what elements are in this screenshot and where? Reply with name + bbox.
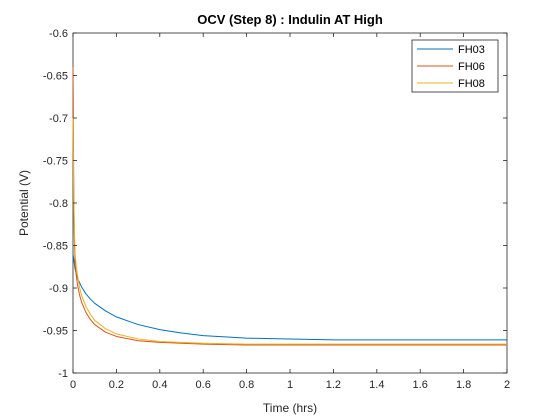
x-tick-label: 0.6 [196,379,211,391]
y-tick-label: -0.75 [43,156,68,168]
series-line-fh08 [72,117,507,345]
y-axis-ticks: -0.6 -0.65 -0.7 -0.75 -0.8 -0.85 -0.9 -0.95 -1 [43,28,507,380]
x-tick-label: 0.8 [239,379,254,391]
x-tick-label: 1.2 [326,379,341,391]
x-tick-label: 0 [70,379,76,391]
y-tick-label: -0.7 [49,113,68,125]
y-axis-label: Potential (V) [17,170,31,236]
y-tick-label: -0.65 [43,71,68,83]
y-tick-label: -1 [58,368,68,380]
x-tick-label: 0.2 [109,379,124,391]
series-layer [72,66,507,346]
x-axis-label: Time (hrs) [263,401,317,415]
x-tick-label: 1.8 [456,379,471,391]
legend-entry-fh08: FH08 [458,78,485,90]
y-tick-label: -0.9 [49,283,68,295]
y-tick-label: -0.85 [43,241,68,253]
legend: FH03 FH06 FH08 [411,39,499,93]
x-tick-label: 2 [504,379,510,391]
x-tick-label: 0.4 [152,379,167,391]
y-tick-label: -0.6 [49,28,68,40]
x-axis-ticks: 0 0.2 0.4 0.6 0.8 1 1.2 1.4 1.6 1.8 2 [70,33,510,391]
x-tick-label: 1.6 [413,379,428,391]
legend-entry-fh03: FH03 [458,44,485,56]
x-tick-label: 1 [287,379,293,391]
y-tick-label: -0.8 [49,198,68,210]
x-tick-label: 1.4 [369,379,384,391]
legend-entry-fh06: FH06 [458,61,485,73]
series-line-fh03 [72,253,507,341]
chart-title: OCV (Step 8) : Indulin AT High [197,12,383,27]
y-tick-label: -0.95 [43,326,68,338]
